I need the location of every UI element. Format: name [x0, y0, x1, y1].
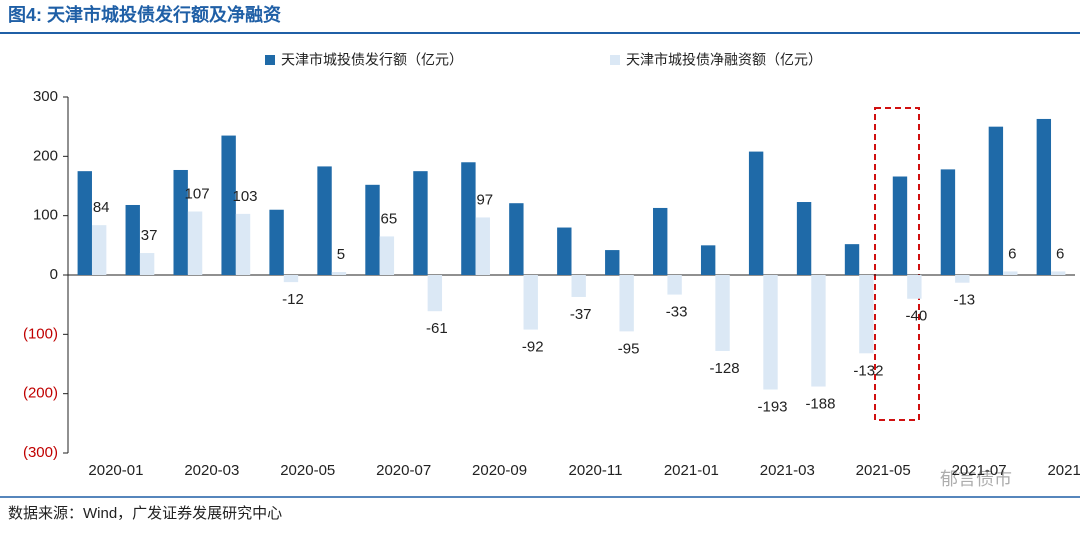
bar: [379, 236, 395, 275]
legend-label: 天津市城投债发行额（亿元）: [281, 52, 463, 68]
x-tick-label: 2020-09: [472, 462, 527, 479]
data-label: -61: [426, 320, 448, 337]
data-label: 84: [93, 199, 110, 216]
x-tick-label: 2021-09: [1047, 462, 1080, 479]
data-label: -92: [522, 339, 544, 356]
y-tick-label: 300: [33, 88, 58, 105]
bar: [365, 184, 380, 275]
bar: [77, 171, 92, 275]
x-tick-label: 2021-03: [760, 462, 815, 479]
bar: [283, 275, 299, 283]
data-label: -13: [953, 292, 975, 309]
bar: [187, 211, 203, 275]
data-label: 37: [141, 227, 158, 244]
data-label: 6: [1056, 245, 1064, 262]
data-label: 6: [1008, 245, 1016, 262]
bar: [811, 275, 826, 387]
legend-swatch: [265, 55, 275, 65]
x-tick-label: 2021-07: [952, 462, 1007, 479]
y-tick-label: (100): [23, 325, 58, 342]
bar: [557, 227, 572, 275]
chart-title: 图4: 天津市城投债发行额及净融资: [8, 4, 281, 25]
bar: [667, 275, 682, 295]
bar: [892, 176, 908, 275]
bar: [269, 209, 284, 275]
x-tick-label: 2020-01: [88, 462, 143, 479]
bar: [955, 275, 970, 283]
data-label: 65: [381, 210, 398, 227]
x-tick-label: 2020-07: [376, 462, 431, 479]
bar: [221, 135, 236, 275]
bar: [523, 275, 538, 330]
bar: [907, 275, 922, 299]
x-tick-label: 2020-11: [569, 462, 623, 479]
x-tick-label: 2021-01: [664, 462, 719, 479]
data-label: -12: [282, 291, 304, 308]
bar: [619, 275, 634, 332]
bar: [940, 169, 956, 275]
bar: [1051, 271, 1066, 275]
data-label: 5: [337, 246, 345, 263]
bar: [1003, 271, 1018, 275]
bar: [653, 207, 668, 275]
bar: [91, 225, 107, 275]
bar: [859, 275, 874, 354]
bar: [235, 213, 251, 275]
bar: [173, 169, 188, 275]
data-label: 97: [476, 191, 493, 208]
bar: [605, 250, 620, 275]
x-tick-label: 2021-05: [856, 462, 911, 479]
data-label: -37: [570, 306, 592, 323]
bar: [748, 151, 764, 275]
bar: [796, 202, 812, 275]
bar: [317, 166, 332, 275]
data-label: -188: [805, 396, 835, 413]
data-label: -40: [906, 308, 928, 325]
highlight-box: [874, 107, 920, 421]
data-label: -132: [853, 362, 883, 379]
data-label: -95: [618, 340, 640, 357]
bar: [844, 244, 860, 275]
bar: [125, 204, 140, 275]
y-tick-label: (200): [23, 385, 58, 402]
bar: [988, 126, 1004, 276]
bar: [461, 162, 476, 275]
bar: [715, 275, 730, 351]
bar: [413, 171, 428, 275]
bar: [475, 217, 490, 275]
bar: [763, 275, 778, 390]
legend-swatch: [610, 55, 620, 65]
y-tick-label: (300): [23, 444, 58, 461]
source-note: 数据来源：Wind，广发证券发展研究中心: [8, 505, 282, 522]
data-label: -33: [666, 304, 688, 321]
bar: [1036, 118, 1052, 275]
data-label: -128: [710, 360, 740, 377]
data-label: -193: [757, 398, 787, 415]
y-tick-label: 0: [50, 266, 58, 283]
bar: [700, 245, 716, 275]
x-tick-label: 2020-03: [184, 462, 239, 479]
y-tick-label: 100: [33, 207, 58, 224]
x-tick-label: 2020-05: [280, 462, 335, 479]
y-tick-label: 200: [33, 147, 58, 164]
bar: [509, 203, 524, 275]
data-label: 103: [233, 188, 258, 205]
bar: [331, 272, 347, 275]
watermark: 郁言债市: [940, 469, 1012, 489]
bar: [139, 253, 155, 275]
bar: [427, 275, 443, 312]
bar: [571, 275, 586, 297]
legend-label: 天津市城投债净融资额（亿元）: [626, 52, 822, 68]
data-label: 107: [185, 185, 210, 202]
